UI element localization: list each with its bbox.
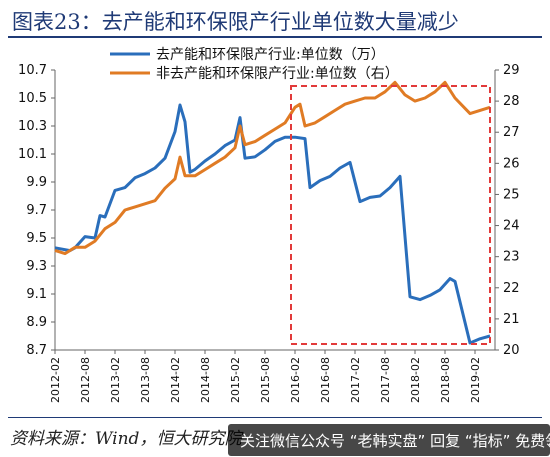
x-tick-label: 2015-08 (259, 357, 272, 403)
source-divider (8, 417, 542, 418)
x-tick-label: 2015-02 (229, 357, 242, 403)
series-line-other (54, 80, 491, 256)
right-tick-label: 22 (503, 281, 520, 296)
right-tick-label: 29 (503, 63, 520, 78)
legend-label: 去产能和环保限产行业:单位数（万） (156, 47, 385, 63)
left-tick-label: 10.3 (18, 119, 47, 134)
source-note: 资料来源：Wind，恒大研究院 (10, 429, 242, 449)
chart-axes (54, 70, 496, 351)
wechat-banner[interactable]: 👁 关注微信公众号 “老韩实盘” 回复 “指标” 免费领 (228, 424, 550, 456)
x-tick-label: 2016-02 (289, 357, 302, 403)
right-tick-label: 23 (503, 250, 520, 265)
right-tick-label: 26 (503, 156, 520, 171)
x-tick-label: 2018-08 (439, 357, 452, 403)
right-tick-label: 21 (503, 312, 520, 327)
chart-title: 图表23：去产能和环保限产行业单位数大量减少 (12, 10, 459, 34)
left-tick-label: 9.5 (26, 231, 47, 246)
x-tick-label: 2018-02 (409, 357, 422, 403)
x-tick-label: 2017-08 (379, 357, 392, 403)
x-tick-label: 2019-02 (469, 357, 482, 403)
x-tick-label: 2014-02 (169, 357, 182, 403)
right-tick-label: 28 (503, 94, 520, 109)
series-lines (54, 80, 491, 345)
right-tick-label: 27 (503, 125, 520, 140)
left-tick-label: 9.3 (26, 259, 47, 274)
left-tick-label: 8.9 (26, 315, 47, 330)
x-tick-label: 2012-02 (49, 357, 62, 403)
series-line-restricted (54, 103, 491, 345)
left-tick-label: 9.7 (26, 203, 47, 218)
x-tick-label: 2012-08 (79, 357, 92, 403)
x-tick-label: 2016-08 (319, 357, 332, 403)
title-divider (8, 36, 542, 38)
highlight-region (290, 85, 491, 345)
left-tick-label: 10.5 (18, 91, 47, 106)
left-tick-label: 9.9 (26, 175, 47, 190)
x-tick-label: 2017-02 (349, 357, 362, 403)
wechat-banner-text: 关注微信公众号 “老韩实盘” 回复 “指标” 免费领 (240, 431, 550, 450)
left-tick-label: 10.1 (18, 147, 47, 162)
legend-label: 非去产能和环保限产行业:单位数（右） (156, 66, 399, 82)
chart: 10.7 10.5 10.3 10.1 9.9 9.7 9.5 9.3 9.1 8.9 8.7 29… (18, 47, 520, 403)
x-tick-label: 2014-08 (199, 357, 212, 403)
right-axis-ticks: 29 28 27 26 25 24 23 22 21 20 (495, 63, 520, 358)
legend: 去产能和环保限产行业:单位数（万） 非去产能和环保限产行业:单位数（右） (110, 47, 399, 82)
left-axis-ticks: 10.7 10.5 10.3 10.1 9.9 9.7 9.5 9.3 9.1 8.9 8.7 (18, 63, 55, 358)
left-tick-label: 10.7 (18, 63, 47, 78)
x-axis-ticks: 2012-02 2012-08 2013-02 2013-08 2014-02 2014-… (49, 350, 482, 403)
left-tick-label: 9.1 (26, 287, 47, 302)
x-tick-label: 2013-08 (139, 357, 152, 403)
left-tick-label: 8.7 (26, 343, 47, 358)
x-tick-label: 2013-02 (109, 357, 122, 403)
right-tick-label: 25 (503, 187, 520, 202)
right-tick-label: 20 (503, 343, 520, 358)
highlight-box (290, 85, 491, 345)
right-tick-label: 24 (503, 219, 520, 234)
